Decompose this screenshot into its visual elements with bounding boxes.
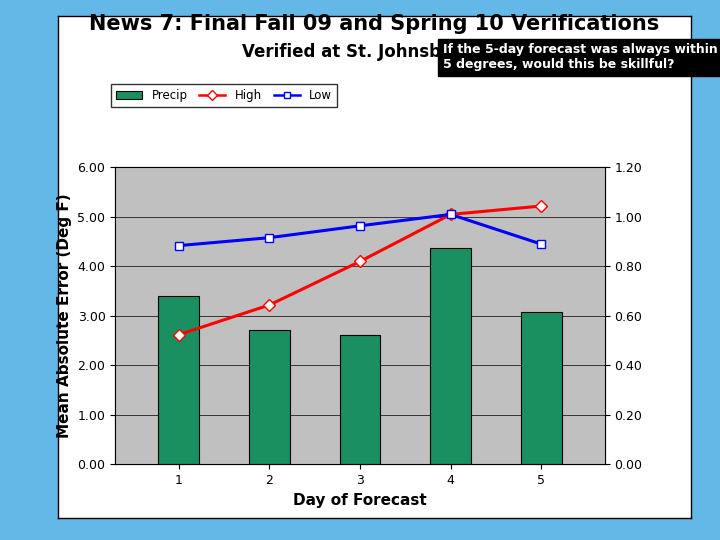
Bar [158,296,199,464]
Bar [249,330,289,464]
Legend: Precip, High, Low: Precip, High, Low [112,84,337,106]
Bar [431,247,471,464]
Bar [521,312,562,464]
Text: News 7: Final Fall 09 and Spring 10 Verifications: News 7: Final Fall 09 and Spring 10 Veri… [89,14,660,33]
X-axis label: Day of Forecast: Day of Forecast [293,492,427,508]
Text: Verified at St. Johnsbury, VT: Verified at St. Johnsbury, VT [242,43,507,61]
Y-axis label: Mean Absolute Error (Deg F): Mean Absolute Error (Deg F) [57,193,72,438]
Text: If the 5-day forecast was always within
5 degrees, would this be skillful?: If the 5-day forecast was always within … [443,43,718,71]
Bar [340,335,380,464]
